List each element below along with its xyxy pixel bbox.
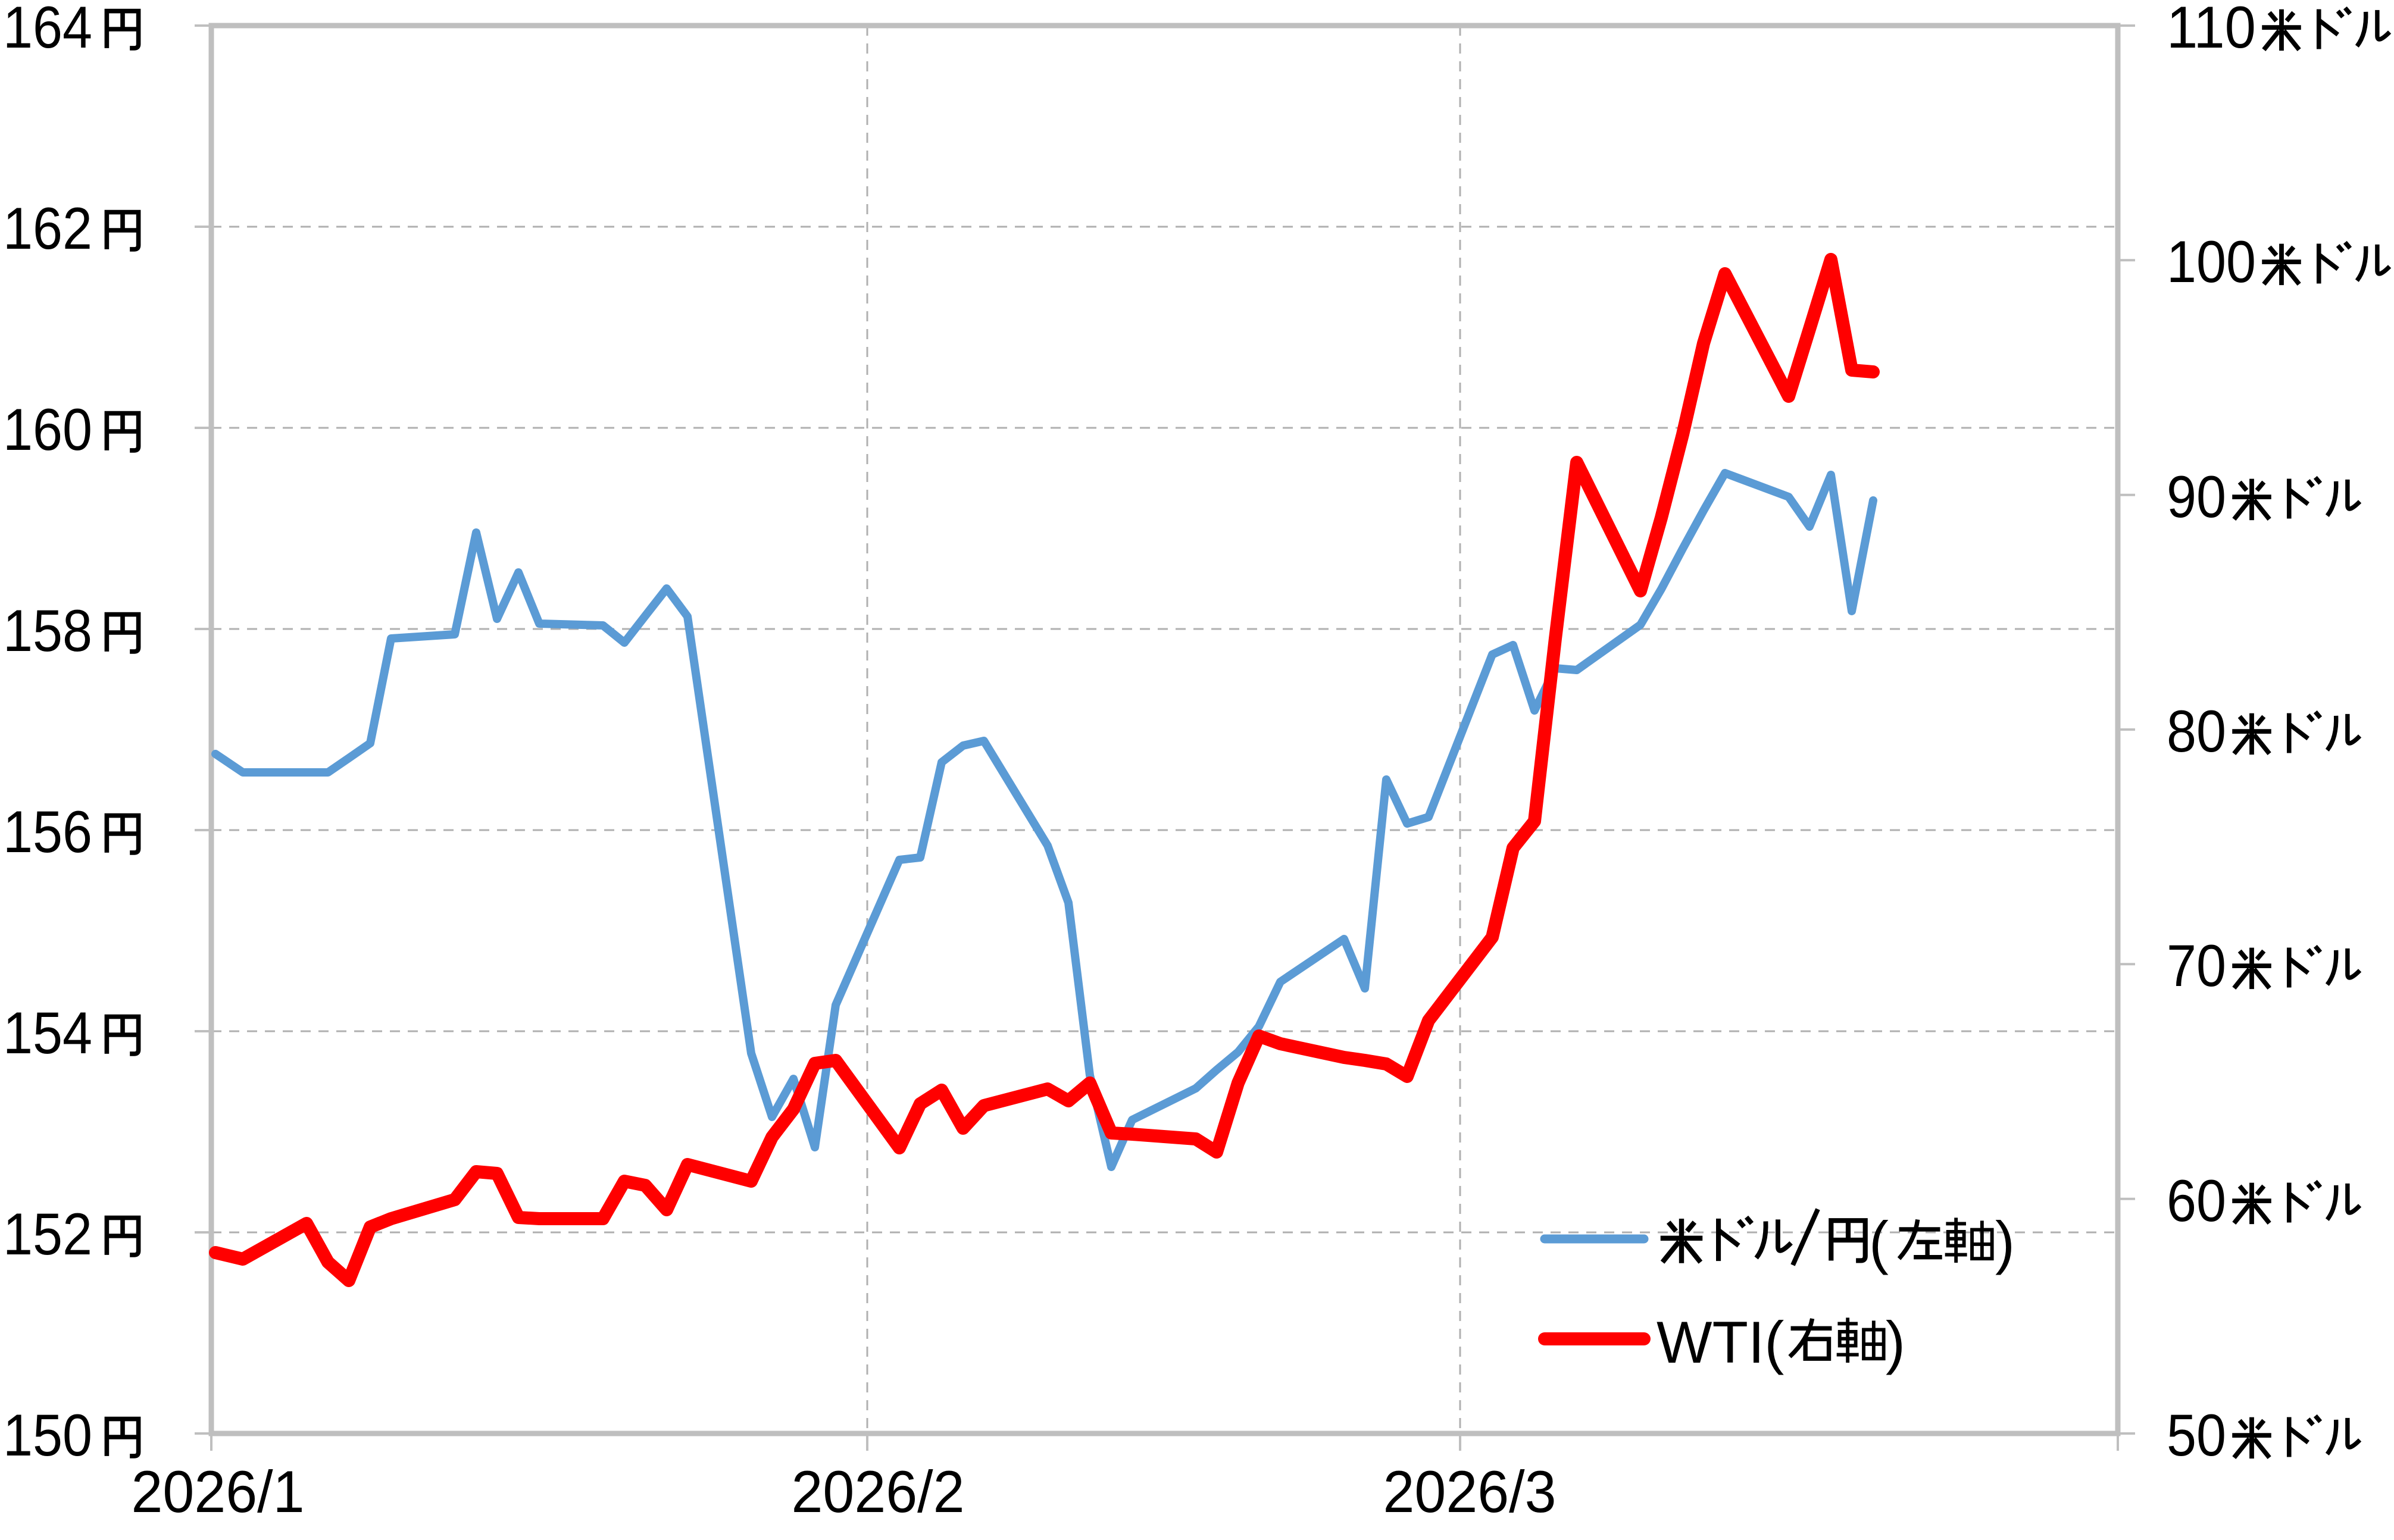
svg-text:60: 60 (2167, 1167, 2226, 1234)
svg-text:110: 110 (2167, 0, 2256, 60)
svg-text:158: 158 (3, 597, 92, 663)
svg-text:160: 160 (3, 396, 92, 462)
svg-text:100: 100 (2167, 229, 2256, 295)
svg-text:90: 90 (2167, 464, 2226, 530)
svg-text:80: 80 (2167, 698, 2226, 764)
svg-text:50: 50 (2167, 1402, 2226, 1468)
svg-text:156: 156 (3, 799, 92, 865)
svg-text:WTI(: WTI( (1657, 1309, 1784, 1375)
svg-text:2026/1: 2026/1 (132, 1458, 305, 1525)
svg-text:150: 150 (3, 1402, 92, 1468)
svg-text:70: 70 (2167, 932, 2226, 999)
svg-text:152: 152 (3, 1201, 92, 1267)
svg-text:164: 164 (3, 0, 92, 60)
svg-text:162: 162 (3, 195, 92, 261)
svg-text:): ) (1995, 1209, 2015, 1275)
svg-text:2026/2: 2026/2 (792, 1458, 965, 1525)
svg-text:154: 154 (3, 1000, 92, 1066)
svg-text:(: ( (1869, 1209, 1889, 1275)
svg-text:): ) (1886, 1309, 1905, 1375)
svg-text:2026/3: 2026/3 (1383, 1458, 1557, 1525)
